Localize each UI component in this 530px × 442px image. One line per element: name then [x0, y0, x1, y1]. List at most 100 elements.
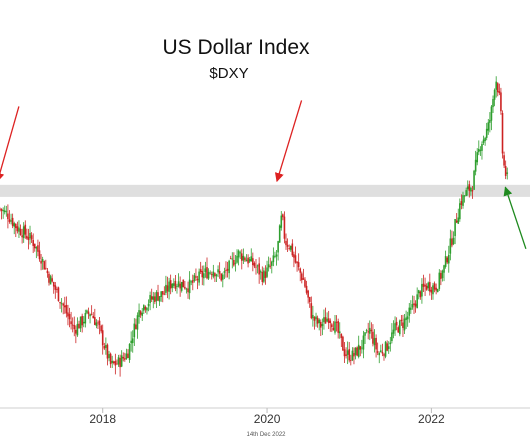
candle-up: [35, 247, 38, 249]
candle-down: [422, 283, 425, 287]
candle-up: [391, 332, 393, 342]
candle-up: [465, 190, 467, 196]
candle-down: [62, 303, 65, 306]
candle-up: [493, 89, 496, 100]
candle-up: [489, 119, 491, 123]
candle-down: [163, 293, 166, 295]
candle-down: [381, 351, 384, 354]
candle-down: [282, 214, 284, 218]
candle-down: [90, 313, 93, 315]
candle-down: [451, 238, 453, 246]
candle-up: [266, 267, 268, 277]
candle-down: [103, 346, 106, 349]
candle-up: [141, 312, 144, 316]
candle-up: [239, 252, 241, 254]
candle-down: [247, 257, 249, 264]
candle-up: [242, 255, 245, 261]
candle-down: [184, 286, 186, 289]
candle-down: [218, 271, 221, 274]
candle-down: [127, 353, 129, 359]
candle-up: [128, 344, 131, 360]
candle-up: [368, 327, 371, 334]
candle-down: [302, 278, 305, 280]
candle-down: [285, 240, 287, 246]
candle-down: [468, 184, 471, 191]
candle-up: [479, 149, 482, 152]
candle-up: [155, 292, 158, 302]
candle-up: [432, 285, 434, 295]
candle-up: [447, 254, 450, 264]
candle-down: [383, 354, 385, 356]
candle-up: [459, 203, 461, 220]
candle-down: [54, 285, 57, 290]
candle-up: [223, 271, 226, 273]
candle-up: [406, 316, 409, 320]
candle-up: [387, 346, 390, 349]
candle-up: [259, 271, 262, 273]
candle-down: [78, 323, 80, 329]
candle-down: [413, 303, 415, 306]
candle-down: [166, 285, 169, 292]
candle-down: [40, 260, 42, 264]
candle-down: [122, 357, 125, 359]
candle-up: [84, 313, 87, 324]
candle-down: [63, 305, 66, 308]
candle-down: [179, 283, 181, 289]
candle-up: [185, 288, 188, 290]
candle-down: [307, 290, 309, 298]
candle-up: [361, 347, 363, 349]
candle-up: [120, 355, 123, 367]
chart-title: US Dollar Index: [162, 36, 310, 59]
candle-down: [87, 311, 90, 314]
candle-down: [430, 289, 433, 293]
candle-down: [45, 267, 47, 269]
candle-down: [15, 223, 17, 229]
candle-up: [478, 148, 480, 153]
candle-up: [130, 340, 132, 344]
candle-down: [340, 333, 343, 338]
candle-up: [394, 323, 396, 331]
candle-up: [457, 217, 460, 224]
candle-down: [199, 269, 202, 273]
candle-up: [321, 324, 324, 327]
candle-up: [76, 323, 79, 336]
candle-down: [51, 278, 53, 282]
candle-down: [139, 311, 142, 315]
candle-up: [410, 307, 412, 310]
candle-up: [490, 106, 493, 121]
candle-up: [131, 338, 134, 344]
candle-down: [359, 346, 362, 350]
candle-up: [443, 265, 445, 273]
candle-down: [419, 291, 422, 298]
candle-down: [0, 209, 3, 211]
candle-up: [41, 259, 44, 262]
candle-down: [337, 321, 339, 333]
candle-up: [138, 310, 140, 317]
candle-down: [124, 358, 126, 360]
candle-up: [204, 268, 207, 273]
candle-up: [79, 316, 82, 329]
candle-up: [125, 353, 128, 359]
candle-up: [217, 269, 219, 273]
candle-down: [33, 243, 36, 249]
candle-up: [198, 271, 200, 283]
candle-down: [161, 291, 164, 295]
candle-down: [294, 255, 297, 263]
candle-down: [402, 322, 404, 328]
candle-up: [250, 256, 253, 262]
candle-up: [142, 305, 145, 311]
candle-up: [228, 260, 230, 274]
candle-down: [375, 337, 377, 350]
red-arrow: [0, 106, 20, 183]
candle-down: [169, 280, 172, 289]
candle-up: [108, 354, 110, 359]
candle-up: [86, 310, 88, 313]
candle-up: [49, 276, 52, 285]
candle-down: [106, 344, 109, 359]
candle-up: [364, 332, 366, 336]
candle-down: [332, 327, 335, 331]
green-arrow: [503, 186, 527, 249]
candle-up: [22, 226, 25, 239]
candle-down: [348, 349, 351, 361]
candle-down: [367, 331, 369, 333]
